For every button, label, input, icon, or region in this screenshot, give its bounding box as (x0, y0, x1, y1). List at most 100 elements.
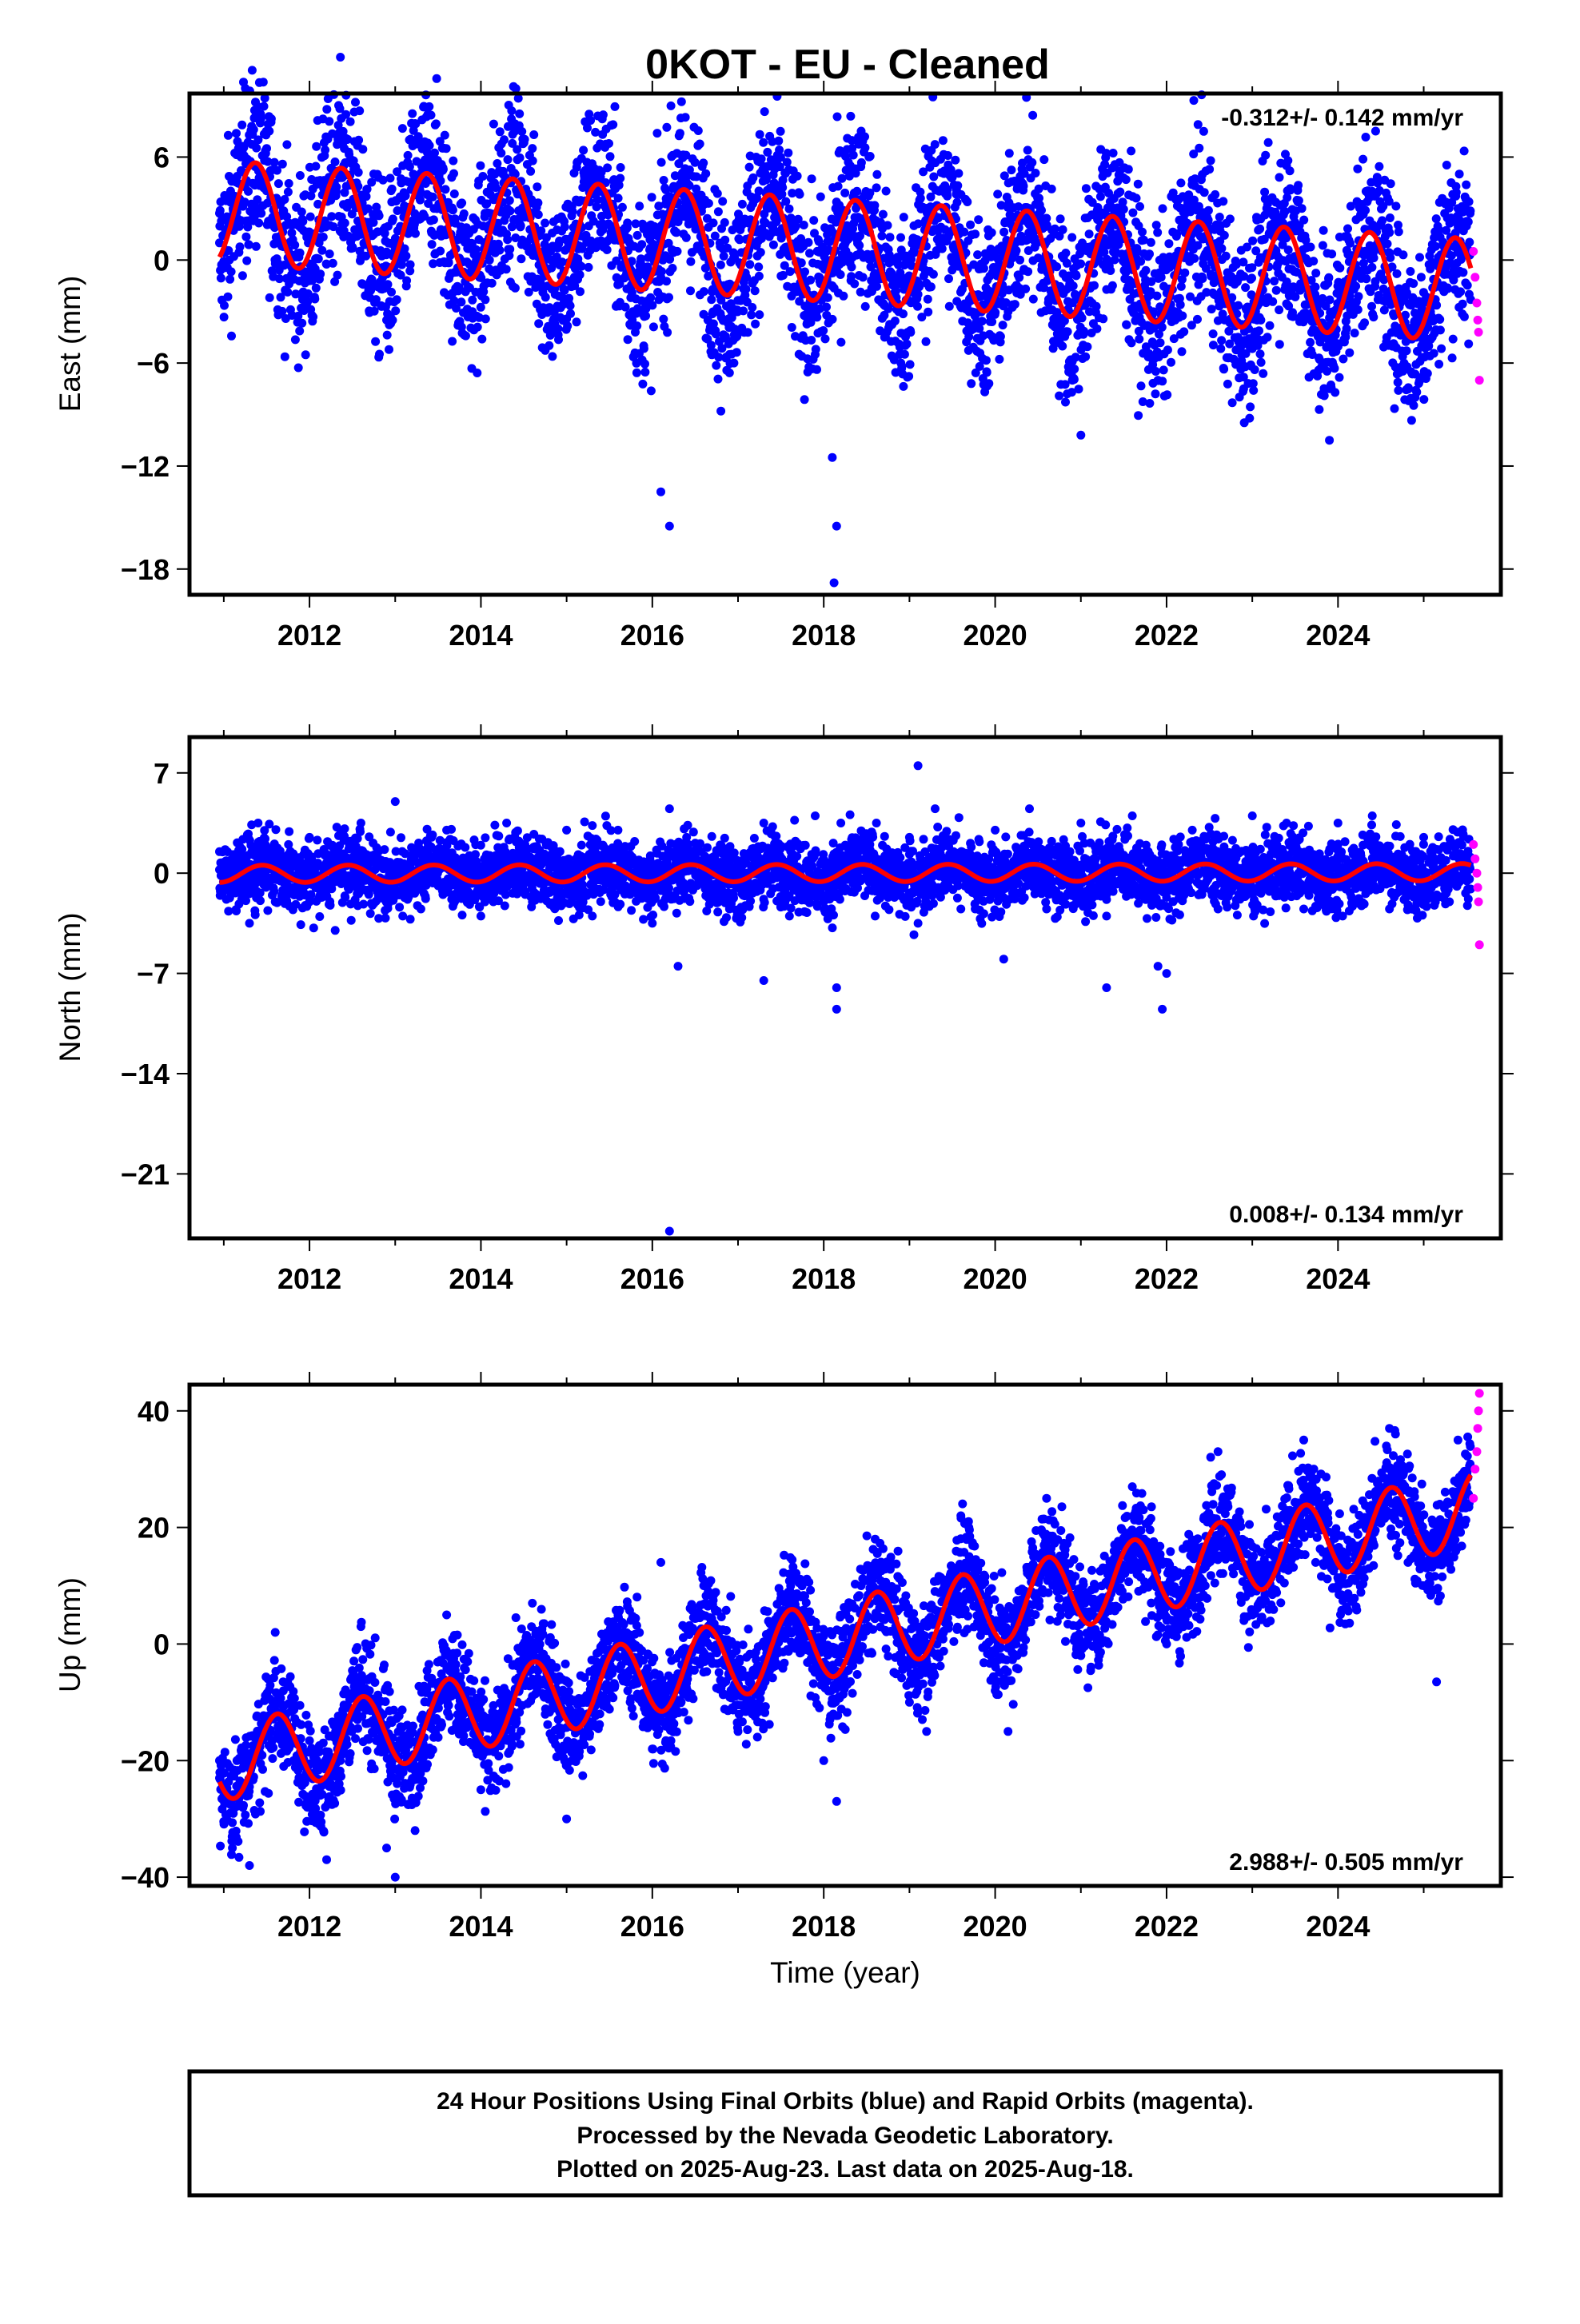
east-daily-point (351, 98, 360, 106)
east-daily-point (755, 310, 764, 319)
east-daily-point (1070, 365, 1079, 373)
east-daily-point (583, 124, 592, 133)
east-daily-point (481, 314, 490, 323)
east-daily-point (1207, 305, 1216, 313)
east-daily-point (449, 157, 457, 165)
east-daily-point (529, 157, 537, 165)
east-daily-point (996, 332, 1005, 341)
east-daily-point (903, 340, 912, 349)
east-daily-point (1119, 205, 1128, 213)
east-daily-point (1462, 181, 1470, 189)
east-daily-point (227, 332, 236, 341)
east-daily-point (569, 207, 577, 216)
east-daily-point (1135, 335, 1143, 344)
east-final-point (1154, 376, 1163, 385)
east-daily-point (677, 98, 686, 106)
east-daily-point (1190, 254, 1199, 263)
east-daily-point (836, 338, 845, 347)
east-daily-point (1351, 282, 1360, 291)
east-daily-point (216, 206, 225, 215)
east-daily-point (1390, 405, 1399, 413)
north-daily-point (285, 827, 293, 836)
east-daily-point (1294, 181, 1303, 189)
east-daily-point (477, 335, 486, 344)
east-daily-point (1448, 353, 1457, 362)
east-daily-point (929, 270, 938, 279)
east-daily-point (224, 293, 233, 301)
east-daily-point (506, 206, 515, 215)
east-daily-point (1315, 405, 1323, 414)
east-daily-point (604, 139, 613, 148)
east-daily-point (1138, 228, 1147, 237)
east-daily-point (608, 120, 617, 129)
east-daily-point (899, 382, 908, 391)
east-daily-point (238, 271, 247, 280)
east-daily-point (1419, 395, 1428, 404)
east-daily-point (1217, 336, 1226, 345)
east-daily-point (1455, 169, 1464, 178)
east-daily-point (541, 219, 549, 228)
east-daily-point (1015, 256, 1024, 265)
north-daily-point (397, 833, 405, 842)
east-final-point (1085, 307, 1094, 316)
east-daily-point (497, 149, 505, 157)
east-daily-point (1268, 297, 1277, 306)
east-daily-point (505, 245, 514, 253)
east-final-point (1256, 316, 1265, 325)
east-daily-point (891, 317, 900, 325)
east-daily-point (297, 319, 306, 328)
east-daily-point (252, 144, 261, 153)
east-daily-point (1092, 325, 1101, 333)
east-daily-point (1198, 274, 1207, 283)
east-daily-point (1432, 214, 1441, 223)
east-daily-point (1204, 216, 1213, 225)
east-daily-point (1152, 292, 1161, 301)
east-daily-point (759, 138, 768, 147)
east-final-point (1283, 161, 1291, 170)
east-daily-point (476, 161, 485, 170)
east-final-point (656, 273, 665, 281)
east-daily-point (404, 151, 413, 160)
east-daily-point (756, 248, 765, 257)
east-daily-point (1386, 213, 1394, 222)
east-daily-point (408, 110, 417, 118)
east-daily-point (1259, 369, 1267, 378)
east-daily-point (285, 179, 293, 188)
east-final-point (999, 299, 1008, 308)
east-daily-point (1037, 206, 1046, 215)
east-daily-point (1039, 155, 1048, 164)
east-daily-point (441, 131, 449, 140)
east-daily-point (838, 174, 847, 183)
east-daily-point (220, 301, 229, 310)
east-daily-point (1085, 229, 1094, 238)
east-daily-point (429, 193, 437, 201)
east-daily-point (899, 309, 908, 318)
east-daily-point (533, 182, 541, 191)
east-daily-point (618, 203, 627, 212)
east-daily-point (281, 353, 289, 361)
east-daily-point (1284, 245, 1293, 254)
east-daily-point (1142, 266, 1151, 275)
east-daily-point (1152, 221, 1161, 229)
east-daily-point (427, 111, 436, 120)
east-daily-point (1256, 349, 1265, 358)
east-daily-point (1005, 149, 1014, 157)
east-daily-point (1082, 184, 1091, 193)
east-daily-point (652, 129, 661, 138)
east-final-point (571, 265, 580, 273)
east-daily-point (488, 279, 497, 288)
east-daily-point (260, 102, 269, 111)
east-daily-point (1246, 402, 1255, 411)
east-daily-point (809, 216, 818, 225)
east-daily-point (1222, 252, 1231, 261)
east-final-point (828, 453, 836, 462)
east-daily-point (319, 233, 328, 241)
east-daily-point (796, 190, 804, 199)
east-daily-point (1011, 300, 1019, 309)
east-final-point (896, 359, 905, 368)
east-daily-point (1226, 214, 1235, 223)
east-daily-point (270, 158, 279, 167)
east-daily-point (906, 360, 915, 369)
east-daily-point (1326, 296, 1335, 305)
east-daily-point (807, 336, 816, 345)
